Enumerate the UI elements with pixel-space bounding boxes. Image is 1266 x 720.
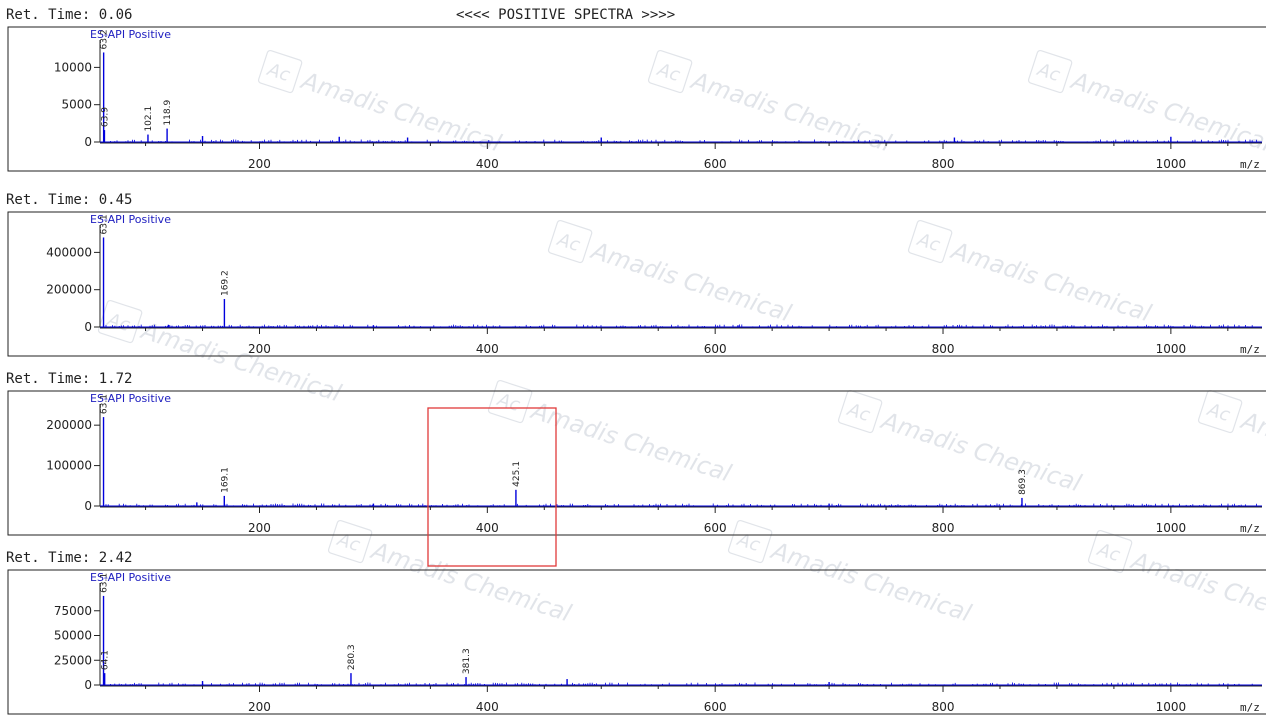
spectrum-noise	[110, 139, 1257, 142]
y-tick-label: 0	[84, 135, 92, 149]
peak-label: 63.1	[100, 394, 110, 414]
peak-label: 425.1	[512, 461, 522, 487]
x-tick-label: 800	[932, 700, 955, 714]
peak-label: 63.9	[100, 107, 110, 127]
y-tick-label: 0	[84, 320, 92, 334]
x-tick-label: 600	[704, 700, 727, 714]
peak-label: 63.1	[100, 573, 110, 593]
detector-label: ES-API Positive	[90, 213, 171, 226]
x-unit-label: m/z	[1240, 343, 1260, 356]
ret-time-label: Ret. Time: 0.06	[6, 7, 132, 23]
peak-label: 64.1	[101, 650, 111, 670]
peak-label: 169.2	[220, 270, 230, 296]
x-tick-label: 800	[932, 521, 955, 535]
x-unit-label: m/z	[1240, 158, 1260, 171]
spectrum-panel-2: Ret. Time: 0.45 ES-API Positive 0 200000 400…	[6, 192, 1266, 357]
x-tick-label: 200	[248, 521, 271, 535]
peak-label: 381.3	[462, 648, 472, 674]
y-tick-label: 5000	[61, 98, 92, 112]
peak-label: 63.1	[100, 214, 110, 234]
x-tick-label: 600	[704, 521, 727, 535]
y-tick-label: 75000	[54, 604, 92, 618]
x-tick-label: 800	[932, 157, 955, 171]
x-unit-label: m/z	[1240, 701, 1260, 714]
detector-label: ES-API Positive	[90, 28, 171, 41]
x-tick-label: 200	[248, 700, 271, 714]
peak-label: 102.1	[144, 106, 154, 132]
x-tick-label: 200	[248, 157, 271, 171]
y-tick-label: 0	[84, 678, 92, 692]
spectrum-noise	[105, 503, 1257, 506]
spectrum-noise	[105, 324, 1253, 327]
peak-label: 169.1	[220, 467, 230, 493]
panel-frame	[7, 569, 1266, 715]
y-tick-label: 200000	[46, 283, 92, 297]
spectrum-noise	[110, 682, 1253, 685]
detector-label: ES-API Positive	[90, 571, 171, 584]
x-tick-label: 1000	[1156, 521, 1187, 535]
spectrum-panel-3: Ret. Time: 1.72 ES-API Positive 0 100000 200…	[6, 371, 1266, 536]
ret-time-label: Ret. Time: 0.45	[6, 192, 132, 208]
peak-label: 63.2	[100, 29, 110, 49]
peak-label: 869.3	[1018, 469, 1028, 495]
y-tick-label: 25000	[54, 653, 92, 667]
x-tick-label: 400	[476, 157, 499, 171]
x-tick-label: 1000	[1156, 342, 1187, 356]
y-tick-label: 400000	[46, 245, 92, 259]
ret-time-label: Ret. Time: 2.42	[6, 550, 132, 566]
x-tick-label: 200	[248, 342, 271, 356]
ret-time-label: Ret. Time: 1.72	[6, 371, 132, 387]
x-unit-label: m/z	[1240, 522, 1260, 535]
y-tick-label: 50000	[54, 629, 92, 643]
x-tick-label: 800	[932, 342, 955, 356]
y-tick-label: 200000	[46, 418, 92, 432]
panel-frame	[7, 390, 1266, 536]
x-tick-label: 1000	[1156, 700, 1187, 714]
highlight-box	[427, 407, 557, 567]
x-tick-label: 400	[476, 700, 499, 714]
spectra-header-title: <<<< POSITIVE SPECTRA >>>>	[456, 7, 675, 23]
x-tick-label: 400	[476, 521, 499, 535]
y-tick-label: 100000	[46, 459, 92, 473]
detector-label: ES-API Positive	[90, 392, 171, 405]
spectrum-panel-1: Ret. Time: 0.06 ES-API Positive 0 5000 10000…	[6, 7, 1266, 172]
spectrum-panel-4: Ret. Time: 2.42 ES-API Positive 0 25000 5000…	[6, 550, 1266, 715]
panel-frame	[7, 26, 1266, 172]
y-tick-label: 10000	[54, 60, 92, 74]
x-tick-label: 1000	[1156, 157, 1187, 171]
panel-frame	[7, 211, 1266, 357]
peak-label: 280.3	[347, 644, 357, 670]
x-tick-label: 600	[704, 157, 727, 171]
peak-label: 118.9	[163, 100, 173, 126]
x-tick-label: 600	[704, 342, 727, 356]
y-tick-label: 0	[84, 499, 92, 513]
x-tick-label: 400	[476, 342, 499, 356]
